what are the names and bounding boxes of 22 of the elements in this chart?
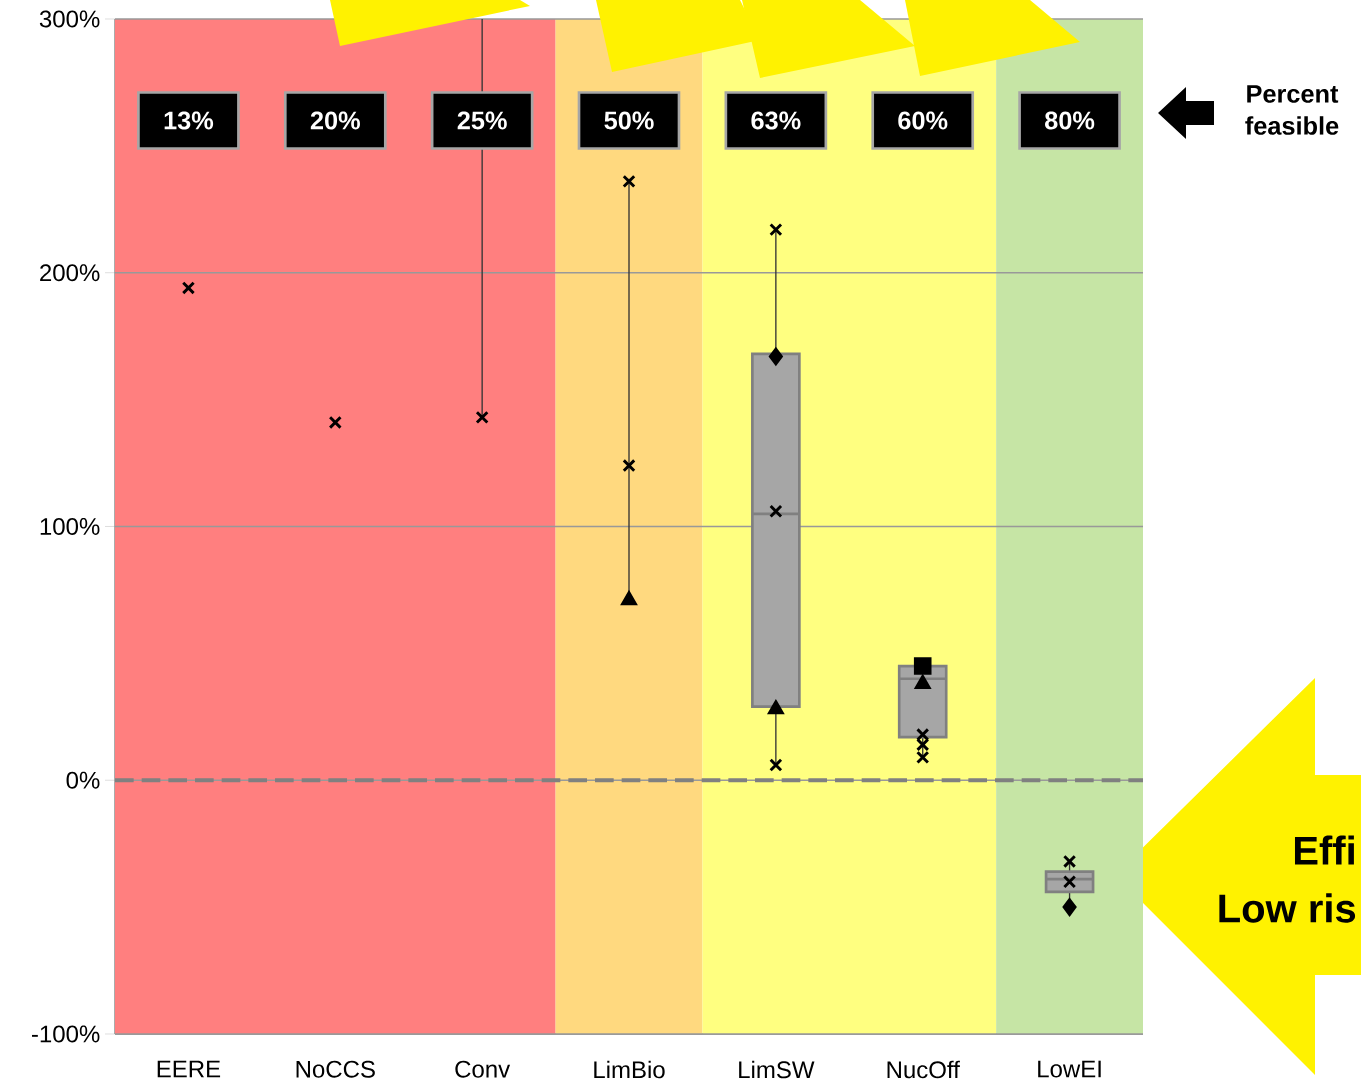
x-tick-label: Conv xyxy=(455,1060,511,1078)
y-tick-label: 200% xyxy=(40,264,100,282)
y-tick-label: 100% xyxy=(40,517,100,535)
text: Low ris xyxy=(1219,893,1356,923)
x-tick-label: NucOff xyxy=(887,1060,960,1079)
annotation: 13% xyxy=(164,111,214,130)
annotation: 63% xyxy=(751,111,801,130)
x-tick-label: EERE xyxy=(157,1060,221,1078)
x-tick-label: LowEI xyxy=(1038,1060,1101,1078)
text: Effi xyxy=(1294,835,1354,865)
x-tick-label: LimSW xyxy=(739,1060,815,1079)
y-tick-label: 300% xyxy=(39,10,100,28)
y-tick-label: -100% xyxy=(31,1025,100,1043)
annotation: 50% xyxy=(604,111,654,130)
annotation: 60% xyxy=(898,111,948,130)
annotation: 20% xyxy=(310,111,360,130)
text: Percent feasible xyxy=(1245,85,1339,135)
y-tick-label: 0% xyxy=(66,771,100,789)
x-tick-label: NoCCS xyxy=(296,1060,375,1078)
x-tick-label: LimBio xyxy=(594,1060,665,1079)
annotation: 80% xyxy=(1045,111,1095,130)
annotation: 25% xyxy=(457,111,507,130)
